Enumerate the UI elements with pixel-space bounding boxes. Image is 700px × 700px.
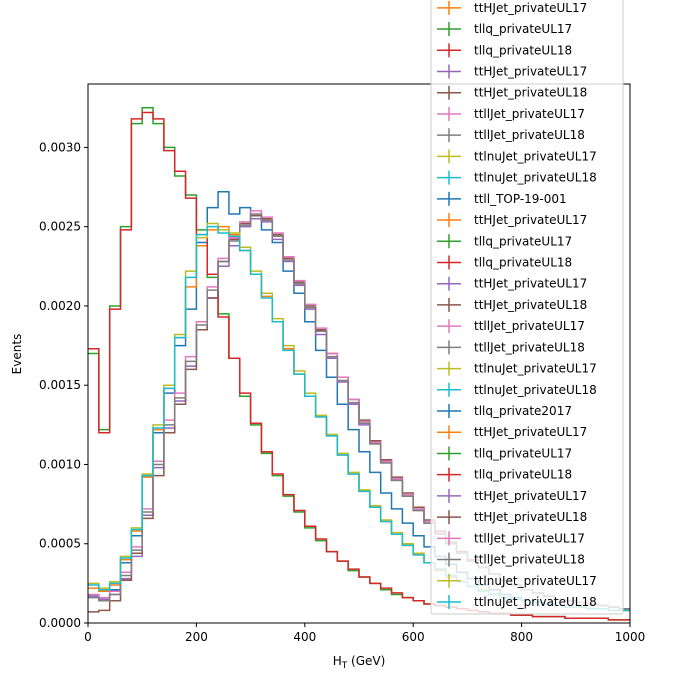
legend-item: ttHJet_privateUL18 — [437, 85, 587, 100]
legend-label: ttlnuJet_privateUL17 — [474, 362, 597, 376]
legend-item: ttHJet_privateUL17 — [437, 64, 587, 79]
legend-label: tllq_privateUL17 — [474, 446, 572, 460]
x-tick-label: 600 — [402, 630, 425, 644]
legend-label: ttllJet_privateUL18 — [474, 340, 585, 354]
y-tick-label: 0.0025 — [39, 220, 81, 234]
legend-label: ttlnuJet_privateUL17 — [474, 149, 597, 163]
legend-label: ttHJet_privateUL17 — [474, 489, 587, 503]
legend-item: ttll_TOP-19-001 — [437, 191, 567, 206]
legend-label: tllq_privateUL17 — [474, 234, 572, 248]
legend-label: ttllJet_privateUL18 — [474, 128, 585, 142]
legend-item: ttHJet_privateUL17 — [437, 276, 587, 291]
x-axis-label: HT (GeV) — [333, 654, 386, 671]
legend-label: tllq_private2017 — [474, 404, 572, 418]
legend-item: ttlnuJet_privateUL18 — [437, 595, 597, 609]
legend-label: ttlnuJet_privateUL18 — [474, 383, 597, 397]
legend-item: ttHJet_privateUL18 — [437, 510, 587, 525]
y-tick-label: 0.0000 — [39, 616, 81, 630]
y-tick-label: 0.0010 — [39, 457, 81, 471]
y-axis: 0.0000 0.0005 0.0010 0.0015 0.0020 0.0025 0.00… — [39, 140, 88, 630]
legend-label: ttHJet_privateUL17 — [474, 65, 587, 79]
legend-item: ttHJet_privateUL17 — [437, 213, 587, 228]
legend-item: ttlnuJet_privateUL18 — [437, 170, 597, 185]
legend-item: ttHJet_privateUL17 — [437, 0, 587, 15]
plot-frame — [87, 83, 631, 624]
legend-label: ttll_TOP-19-001 — [474, 192, 567, 206]
x-tick-label: 400 — [293, 630, 316, 644]
legend-item: ttllJet_privateUL17 — [437, 319, 585, 334]
legend-item: ttHJet_privateUL17 — [437, 425, 587, 440]
legend-label: tllq_privateUL18 — [474, 468, 572, 482]
legend-item: ttlnuJet_privateUL17 — [437, 149, 597, 164]
legend-label: ttHJet_privateUL17 — [474, 213, 587, 227]
legend-label: ttlnuJet_privateUL18 — [474, 171, 597, 185]
legend-label: tllq_privateUL18 — [474, 43, 572, 57]
legend-label: ttlnuJet_privateUL17 — [474, 574, 597, 588]
legend-item: tllq_private2017 — [437, 404, 572, 419]
legend-item: ttllJet_privateUL18 — [437, 128, 585, 143]
legend-item: ttllJet_privateUL17 — [437, 531, 585, 546]
legend-label: ttHJet_privateUL18 — [474, 298, 587, 312]
legend-label: tllq_privateUL18 — [474, 255, 572, 269]
x-tick-label: 1000 — [615, 630, 646, 644]
legend-item: ttHJet_privateUL17 — [437, 488, 587, 503]
legend-item: ttlnuJet_privateUL18 — [437, 382, 597, 397]
legend-label: ttHJet_privateUL17 — [474, 277, 587, 291]
legend-item: ttlnuJet_privateUL17 — [437, 573, 597, 588]
legend-label: ttllJet_privateUL17 — [474, 531, 585, 545]
legend-item: ttlnuJet_privateUL17 — [437, 361, 597, 376]
legend-item: tllq_privateUL18 — [437, 255, 572, 270]
legend-label: ttHJet_privateUL18 — [474, 510, 587, 524]
x-tick-label: 800 — [510, 630, 533, 644]
legend-label: ttllJet_privateUL17 — [474, 319, 585, 333]
legend-item: tllq_privateUL18 — [437, 467, 572, 482]
legend-item: tllq_privateUL17 — [437, 446, 572, 461]
legend-label: ttHJet_privateUL17 — [474, 425, 587, 439]
legend-item: ttllJet_privateUL18 — [437, 340, 585, 355]
x-axis: 0 200 400 600 800 1000 — [84, 623, 645, 644]
legend-item: tllq_privateUL18 — [437, 43, 572, 58]
legend-item: ttllJet_privateUL17 — [437, 106, 585, 121]
y-tick-label: 0.0020 — [39, 299, 81, 313]
legend: ttHJet_privateUL17 tllq_privateUL17 tllq_p… — [430, 0, 624, 615]
legend-item: tllq_privateUL17 — [437, 22, 572, 37]
legend-item: tllq_privateUL17 — [437, 234, 572, 249]
legend-label: ttHJet_privateUL18 — [474, 86, 587, 100]
legend-label: ttHJet_privateUL17 — [474, 1, 587, 15]
y-tick-label: 0.0015 — [39, 378, 81, 392]
legend-item: ttllJet_privateUL18 — [437, 552, 585, 567]
legend-label: ttlnuJet_privateUL18 — [474, 595, 597, 609]
legend-box — [430, 0, 624, 615]
legend-label: tllq_privateUL17 — [474, 22, 572, 36]
x-tick-label: 0 — [84, 630, 92, 644]
legend-label: ttllJet_privateUL18 — [474, 553, 585, 567]
legend-item: ttHJet_privateUL18 — [437, 297, 587, 312]
legend-label: ttllJet_privateUL17 — [474, 107, 585, 121]
x-tick-label: 200 — [185, 630, 208, 644]
y-tick-label: 0.0005 — [39, 537, 81, 551]
y-tick-label: 0.0030 — [39, 140, 81, 154]
y-axis-label: Events — [10, 334, 24, 375]
